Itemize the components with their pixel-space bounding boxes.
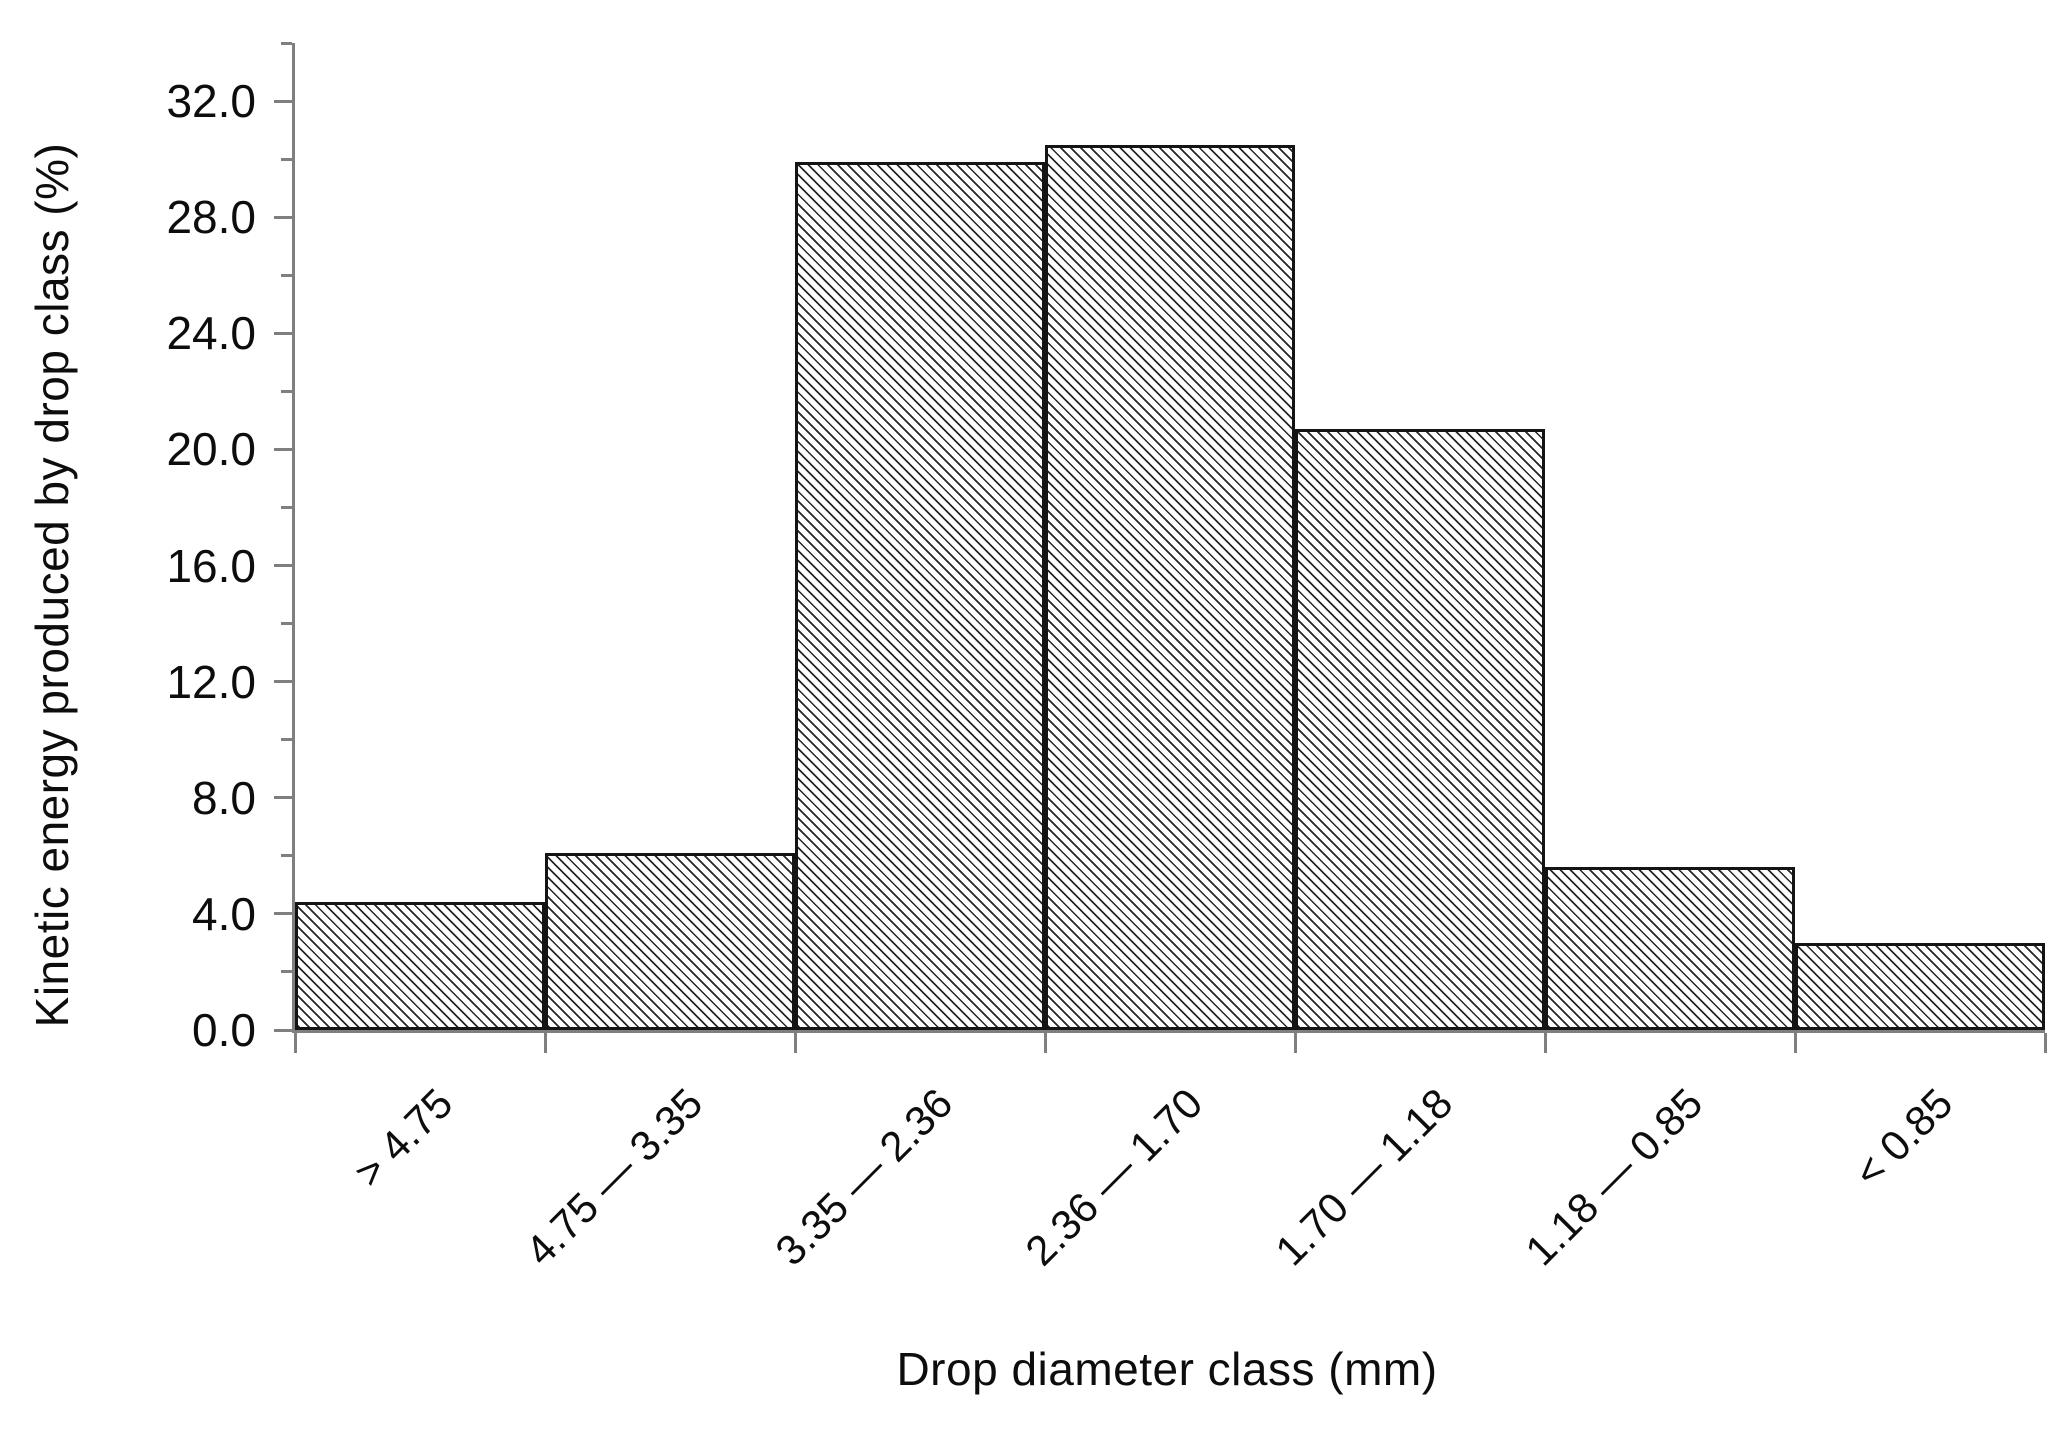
y-major-tick: [274, 331, 292, 335]
y-major-tick: [274, 215, 292, 219]
x-tick: [2043, 1033, 2047, 1053]
plot-area: [274, 41, 2047, 1053]
x-category-label: > 4.75: [344, 1079, 462, 1196]
y-axis-title: Kinetic energy produced by drop class (%…: [26, 142, 78, 1028]
y-minor-tick: [281, 273, 292, 277]
bar-3.35-2.36: [795, 162, 1045, 1030]
y-major-tick: [274, 564, 292, 568]
y-minor-tick: [281, 970, 292, 974]
y-tick-label: 12.0: [166, 655, 256, 708]
x-tick: [293, 1033, 297, 1053]
y-tick-label: 16.0: [166, 539, 256, 592]
y-tick-label: 0.0: [192, 1004, 256, 1056]
x-category-label: < 0.85: [1844, 1079, 1962, 1196]
y-tick-label: 24.0: [166, 307, 256, 360]
bar-2.36-1.70: [1045, 144, 1295, 1030]
y-minor-tick: [281, 622, 292, 626]
bar->-4.75: [295, 902, 545, 1030]
y-tick-label: 4.0: [192, 887, 256, 940]
x-tick: [543, 1033, 547, 1053]
x-category-label: 2.36 — 1.70: [1016, 1079, 1212, 1275]
x-tick: [793, 1033, 797, 1053]
bar-4.75-3.35: [545, 852, 795, 1030]
x-tick: [1793, 1033, 1797, 1053]
y-major-tick: [274, 1028, 292, 1032]
x-axis-title: Drop diameter class (mm): [896, 1343, 1438, 1395]
y-minor-tick: [281, 854, 292, 858]
x-category-label: 1.70 — 1.18: [1266, 1079, 1462, 1275]
y-minor-tick: [281, 389, 292, 393]
bar-1.70-1.18: [1295, 429, 1545, 1030]
y-minor-tick: [281, 505, 292, 509]
x-tick: [1543, 1033, 1547, 1053]
y-tick-label: 32.0: [166, 75, 256, 128]
y-tick-label: 20.0: [166, 423, 256, 476]
x-category-label: 4.75 — 3.35: [516, 1079, 712, 1275]
bar-1.18-0.85: [1545, 867, 1795, 1030]
x-tick: [1293, 1033, 1297, 1053]
y-tick-label: 28.0: [166, 191, 256, 244]
bar-<-0.85: [1795, 942, 2045, 1030]
y-major-tick: [274, 796, 292, 800]
x-category-label: 1.18 — 0.85: [1516, 1079, 1712, 1275]
y-minor-tick: [281, 41, 292, 45]
y-minor-tick: [281, 157, 292, 161]
x-category-label: 3.35 — 2.36: [766, 1079, 962, 1275]
y-minor-tick: [281, 738, 292, 742]
x-tick: [1043, 1033, 1047, 1053]
y-tick-label: 8.0: [192, 771, 256, 824]
y-major-tick: [274, 912, 292, 916]
y-major-tick: [274, 680, 292, 684]
y-major-tick: [274, 99, 292, 103]
y-major-tick: [274, 447, 292, 451]
